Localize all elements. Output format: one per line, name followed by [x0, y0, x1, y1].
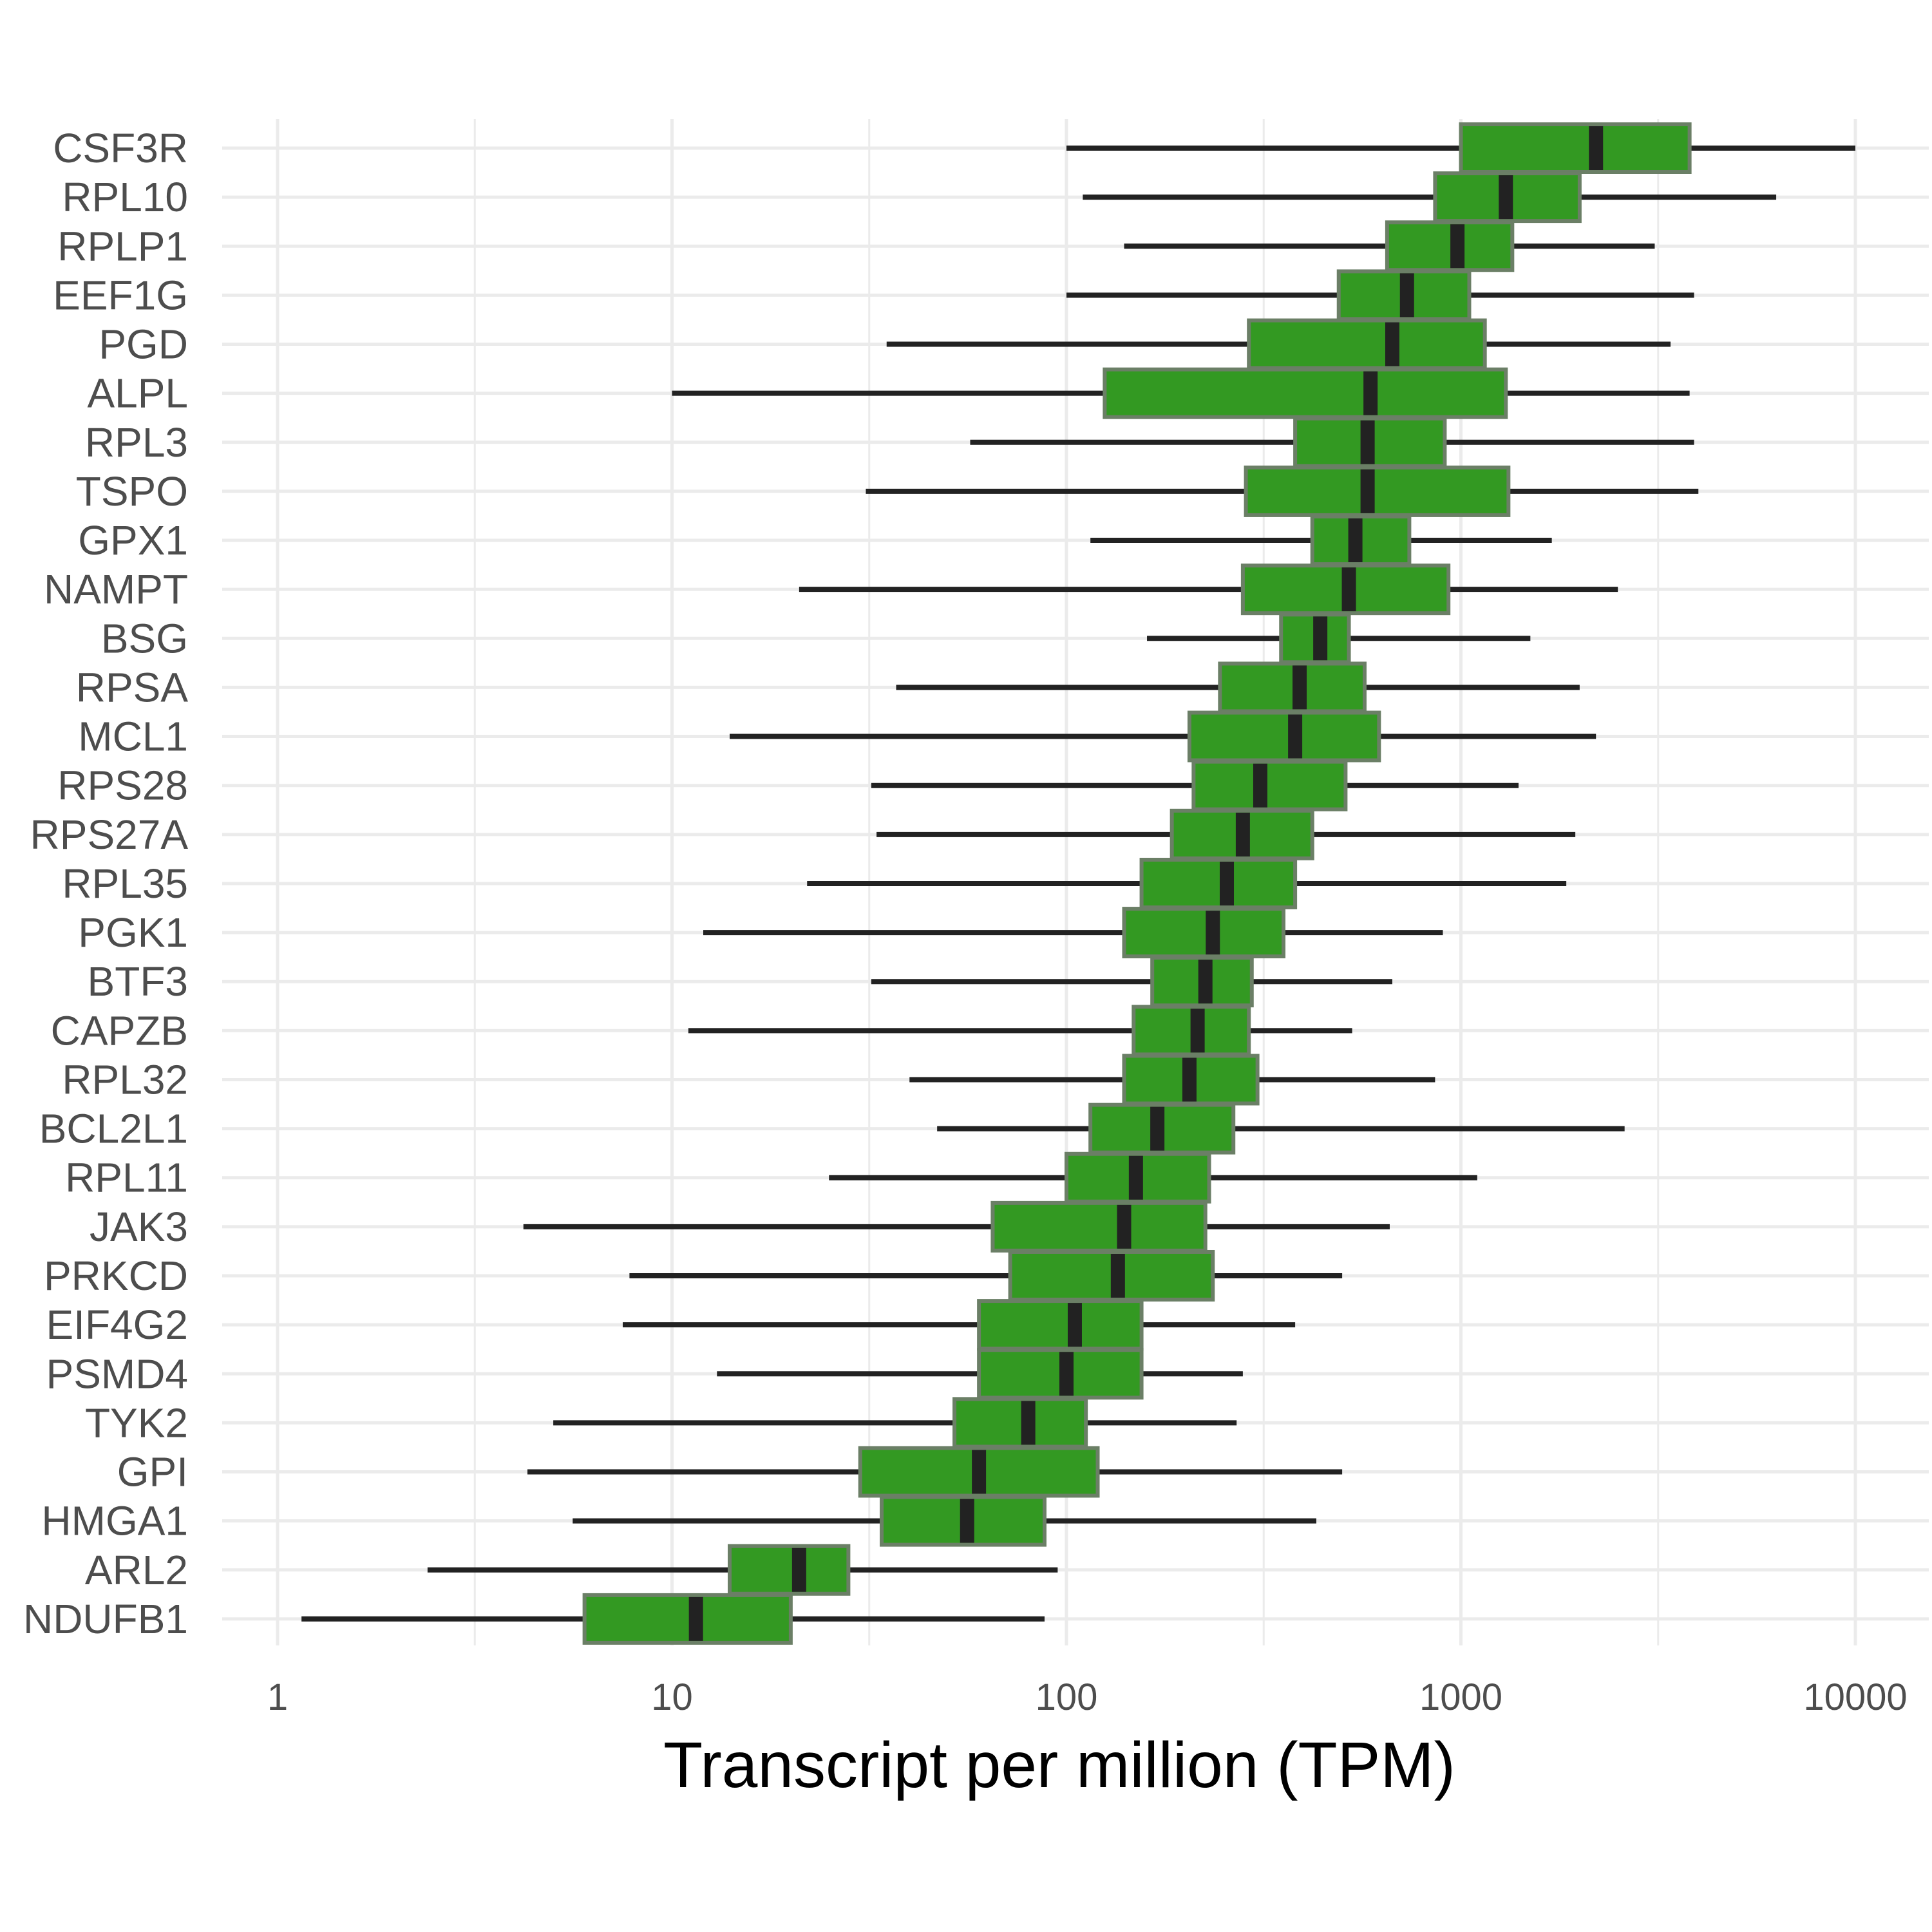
box: [728, 1544, 851, 1596]
x-tick-label: 100: [1036, 1676, 1098, 1718]
y-tick-labels: CSF3RRPL10RPLP1EEF1GPGDALPLRPL3TSPOGPX1N…: [23, 125, 188, 1642]
y-tick-label: RPLP1: [57, 223, 188, 269]
medians: [688, 126, 1604, 1641]
box: [582, 1593, 793, 1645]
y-tick-label: PRKCD: [44, 1253, 188, 1299]
box: [1187, 710, 1381, 762]
y-tick-label: NDUFB1: [23, 1596, 188, 1642]
y-tick-label: PGD: [99, 321, 188, 368]
box: [1218, 661, 1367, 714]
y-tick-label: MCL1: [78, 714, 188, 760]
x-axis-label: Transcript per million (TPM): [663, 1729, 1455, 1801]
box: [1247, 318, 1487, 370]
y-tick-label: TSPO: [76, 468, 188, 515]
x-tick-label: 1: [267, 1676, 288, 1718]
y-tick-label: GPI: [117, 1449, 188, 1495]
x-tick-label: 1000: [1419, 1676, 1502, 1718]
y-tick-label: RPS27A: [30, 811, 189, 858]
box: [1244, 465, 1511, 517]
box: [1191, 759, 1348, 811]
y-tick-label: BSG: [101, 615, 188, 661]
y-tick-label: RPL32: [62, 1056, 188, 1103]
y-tick-label: PSMD4: [46, 1350, 189, 1397]
y-tick-label: EIF4G2: [46, 1302, 188, 1348]
box: [1139, 857, 1298, 909]
box: [952, 1397, 1088, 1449]
y-tick-label: CSF3R: [53, 125, 188, 171]
y-tick-label: PGK1: [78, 909, 188, 956]
y-tick-label: NAMPT: [44, 566, 188, 612]
y-tick-label: TYK2: [85, 1399, 188, 1446]
box: [1103, 367, 1508, 419]
boxes: [582, 122, 1692, 1645]
box: [977, 1299, 1144, 1351]
y-tick-label: HMGA1: [41, 1498, 188, 1544]
y-tick-label: RPL11: [65, 1155, 188, 1201]
box: [1122, 907, 1286, 959]
y-tick-label: EEF1G: [53, 272, 188, 318]
y-tick-label: RPL10: [62, 174, 188, 220]
y-tick-label: RPSA: [76, 664, 189, 710]
y-tick-label: JAK3: [90, 1204, 188, 1250]
box: [990, 1200, 1208, 1253]
y-tick-label: ALPL: [87, 370, 188, 417]
y-tick-label: CAPZB: [51, 1007, 188, 1054]
x-tick-labels: 1 10 100 1000 10000: [267, 1676, 1908, 1718]
y-tick-label: ARL2: [85, 1547, 188, 1593]
x-tick-label: 10: [651, 1676, 693, 1718]
box: [1385, 220, 1515, 272]
y-tick-label: BTF3: [88, 958, 188, 1005]
y-tick-label: RPL3: [85, 419, 188, 466]
box: [1459, 122, 1692, 174]
y-tick-label: BCL2L1: [39, 1106, 188, 1152]
y-tick-label: RPS28: [57, 762, 188, 809]
y-tick-label: GPX1: [78, 517, 188, 564]
y-tick-label: RPL35: [62, 860, 188, 907]
x-tick-label: 10000: [1803, 1676, 1907, 1718]
